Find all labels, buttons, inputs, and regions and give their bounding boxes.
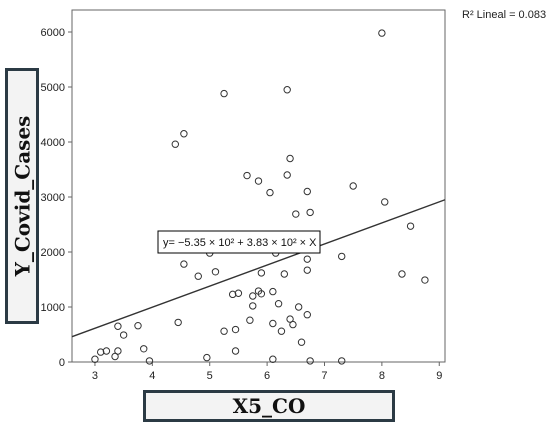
data-point — [297, 338, 306, 346]
y-tick-label: 0 — [59, 357, 65, 369]
y-axis-title-box: Y_Covid_Cases — [5, 68, 39, 324]
x-tick-label: 7 — [321, 370, 327, 382]
data-point — [246, 316, 254, 324]
data-point — [91, 355, 99, 363]
data-point — [228, 290, 237, 299]
x-axis-title: X5_CO — [143, 390, 395, 422]
data-point — [292, 210, 300, 218]
data-point — [274, 300, 283, 308]
data-point — [114, 347, 122, 355]
y-tick-label: 3000 — [41, 192, 65, 204]
data-point — [134, 322, 142, 330]
data-point — [114, 322, 122, 330]
data-point — [306, 208, 314, 217]
data-point — [303, 255, 311, 263]
data-point — [398, 270, 406, 278]
data-point — [286, 154, 294, 163]
data-point — [194, 272, 202, 280]
data-point — [254, 177, 263, 185]
data-point — [381, 198, 389, 206]
y-tick-label: 6000 — [41, 27, 65, 39]
data-point — [102, 347, 111, 355]
y-tick-label: 5000 — [41, 82, 65, 94]
data-point — [257, 290, 266, 298]
data-point — [289, 320, 297, 329]
data-point — [257, 269, 266, 277]
x-tick-label: 6 — [264, 370, 270, 382]
data-point — [171, 140, 179, 148]
data-point — [421, 276, 429, 284]
data-point — [269, 355, 277, 363]
data-point — [180, 260, 188, 268]
data-point — [303, 187, 311, 196]
x-tick-label: 8 — [379, 370, 385, 382]
y-tick-label: 2000 — [41, 247, 65, 259]
data-point — [231, 347, 240, 355]
data-point — [269, 319, 277, 328]
data-point — [269, 287, 277, 296]
data-point — [220, 89, 228, 98]
y-axis-title: Y_Covid_Cases — [10, 115, 35, 277]
equation-box: y= −5.35 × 10² + 3.83 × 10² × X — [157, 230, 321, 254]
data-point — [294, 303, 303, 311]
data-point — [303, 311, 311, 319]
data-point — [203, 353, 211, 362]
data-point — [180, 130, 188, 138]
x-tick-label: 4 — [149, 370, 155, 382]
y-tick-label: 1000 — [41, 302, 65, 314]
data-point — [283, 171, 291, 179]
data-point — [140, 345, 148, 353]
plot-frame — [71, 9, 446, 363]
data-point — [378, 29, 386, 37]
data-point — [243, 171, 251, 180]
x-tick-label: 3 — [92, 370, 98, 382]
y-axis: 0 1000 2000 3000 4000 5000 6000 — [41, 27, 72, 369]
data-point — [266, 188, 274, 197]
data-point — [349, 182, 357, 190]
data-point — [211, 268, 220, 276]
data-point — [280, 270, 289, 278]
data-point — [174, 318, 182, 327]
data-point — [303, 266, 311, 274]
data-point — [406, 222, 415, 230]
data-points — [91, 29, 429, 365]
r2-label: R² Lineal = 0.083 — [462, 9, 546, 21]
data-point — [249, 292, 257, 300]
x-tick-label: 9 — [436, 370, 442, 382]
data-point — [234, 289, 243, 297]
equation-box-frame — [157, 230, 321, 254]
data-point — [220, 327, 228, 335]
data-point — [283, 86, 291, 94]
data-point — [306, 357, 314, 365]
data-point — [277, 327, 286, 335]
data-point — [145, 357, 154, 365]
data-point — [338, 252, 346, 261]
data-point — [338, 357, 346, 365]
data-point — [119, 331, 128, 339]
fit-line — [71, 199, 446, 338]
data-point — [231, 325, 240, 334]
data-point — [96, 348, 105, 356]
data-point — [249, 302, 257, 310]
y-tick-label: 4000 — [41, 137, 65, 149]
x-tick-label: 5 — [207, 370, 213, 382]
x-axis: 3 4 5 6 7 8 9 — [92, 362, 442, 382]
fit-equation: y= −5.35 × 10² + 3.83 × 10² × X — [163, 237, 317, 249]
